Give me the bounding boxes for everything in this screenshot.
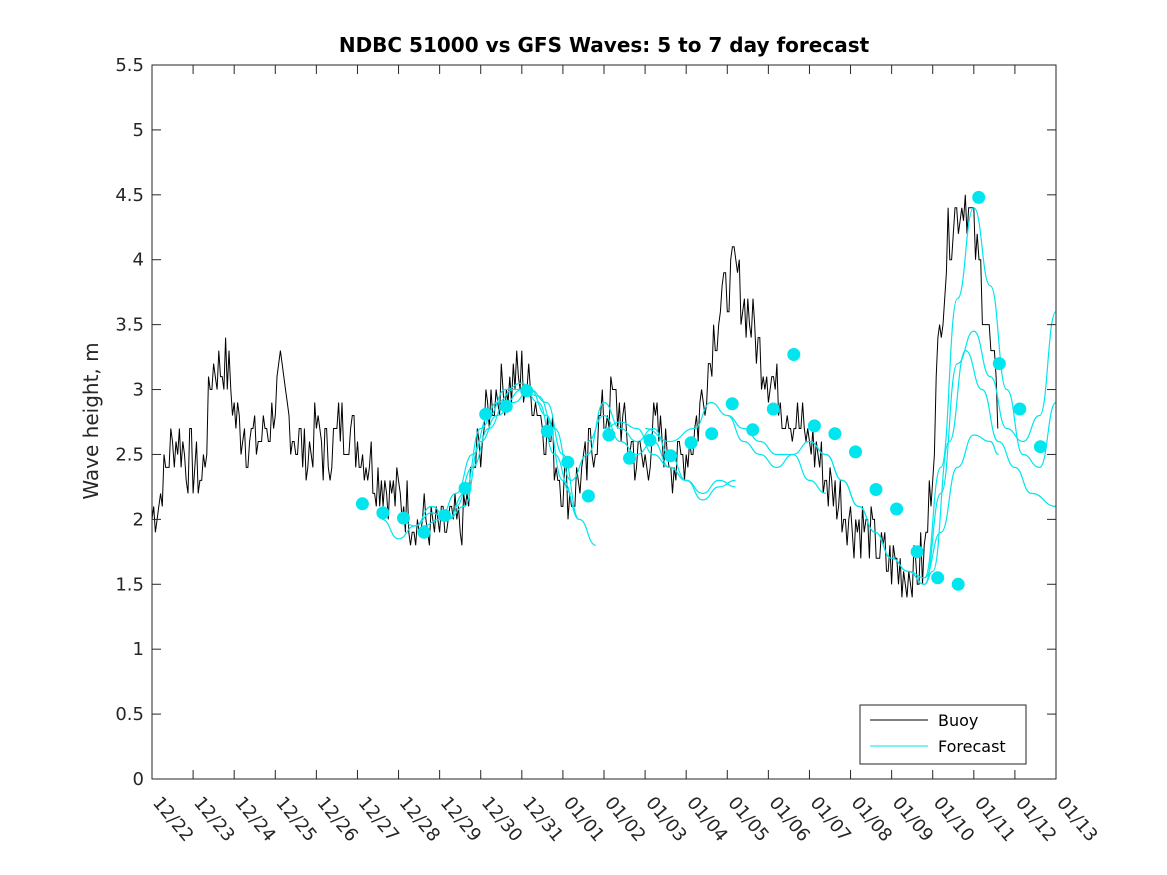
marker-layer	[355, 190, 1047, 591]
legend-label-forecast: Forecast	[938, 737, 1006, 756]
forecast-marker	[951, 577, 965, 591]
forecast-marker	[561, 455, 575, 469]
forecast-marker	[849, 445, 862, 459]
buoy-series-line	[151, 194, 999, 598]
forecast-marker	[417, 525, 431, 539]
forecast-marker	[787, 348, 801, 361]
y-tick-label: 3.5	[115, 315, 144, 336]
y-tick-label: 0.5	[115, 704, 144, 725]
forecast-marker	[520, 384, 534, 398]
forecast-series-line	[924, 434, 999, 579]
forecast-marker	[438, 509, 452, 522]
forecast-series-line	[645, 401, 826, 494]
legend: Buoy Forecast	[859, 704, 1027, 765]
forecast-marker	[499, 399, 513, 413]
forecast-series-line	[455, 388, 687, 507]
y-tick-label: 1	[133, 639, 144, 660]
forecast-marker	[890, 502, 904, 516]
forecast-marker	[684, 436, 698, 450]
forecast-marker	[664, 449, 678, 463]
y-tick-label: 5.5	[115, 55, 144, 76]
forecast-marker	[828, 427, 842, 441]
y-tick-label: 4.5	[115, 185, 144, 206]
forecast-marker	[397, 511, 410, 525]
y-tick-label: 2.5	[115, 444, 144, 465]
y-tick-label: 5	[133, 120, 144, 141]
forecast-marker	[869, 483, 883, 496]
y-axis-label: Wave height, m	[79, 342, 103, 499]
forecast-marker	[910, 545, 924, 559]
y-axis: 0 0.5 1 1.5 2 2.5 3 3.5 4 4.5 5 5.5	[115, 55, 1056, 790]
forecast-marker	[1013, 402, 1027, 416]
forecast-marker	[1033, 440, 1047, 454]
forecast-marker	[705, 427, 719, 441]
forecast-marker	[931, 571, 945, 585]
forecast-marker	[972, 190, 986, 204]
buoy-layer	[151, 194, 999, 598]
forecast-marker	[602, 428, 616, 442]
forecast-marker	[746, 423, 760, 437]
forecast-marker	[376, 506, 390, 520]
forecast-marker	[725, 397, 739, 411]
forecast-marker	[458, 481, 472, 495]
y-tick-label: 0	[133, 769, 144, 790]
forecast-series-line	[908, 207, 1057, 579]
forecast-marker	[581, 489, 595, 503]
forecast-layer	[381, 207, 1057, 585]
plot-area	[151, 64, 1057, 780]
forecast-marker	[766, 402, 780, 416]
forecast-marker	[807, 419, 821, 433]
y-tick-label: 4	[133, 250, 144, 271]
forecast-series-line	[603, 421, 736, 495]
legend-label-buoy: Buoy	[938, 711, 978, 730]
y-tick-label: 2	[133, 509, 144, 530]
chart-title: NDBC 51000 vs GFS Waves: 5 to 7 day fore…	[339, 33, 870, 57]
forecast-marker	[479, 407, 493, 421]
legend-box	[859, 704, 1027, 765]
forecast-marker	[540, 424, 554, 438]
y-tick-label: 1.5	[115, 574, 144, 595]
forecast-marker	[643, 433, 657, 447]
forecast-marker	[992, 357, 1006, 371]
y-tick-label: 3	[133, 380, 144, 401]
forecast-marker	[623, 451, 636, 465]
forecast-marker	[355, 497, 369, 511]
forecast-series-line	[587, 414, 736, 501]
